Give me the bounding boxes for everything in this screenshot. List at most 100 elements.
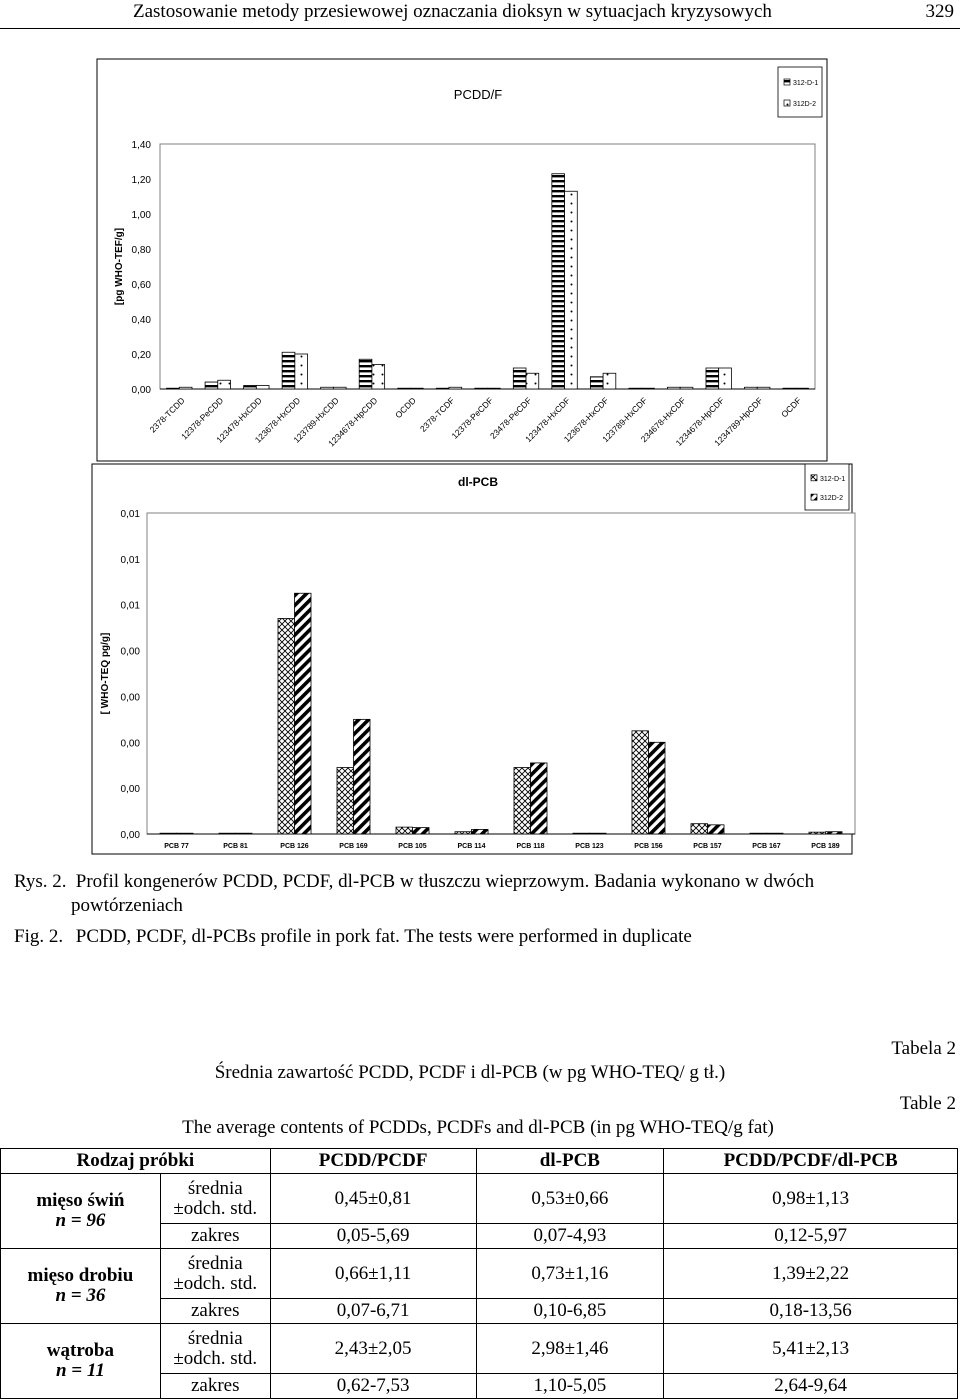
y-tick-label: 0,60	[132, 280, 152, 291]
table-cell: 2,98±1,46	[475, 1323, 665, 1374]
x-tick-label: PCB 126	[280, 843, 309, 850]
plot-area	[146, 512, 856, 835]
y-tick-label: 1,40	[132, 140, 152, 151]
bar	[679, 386, 694, 390]
bar	[204, 381, 219, 390]
bar	[782, 387, 797, 390]
bar	[218, 832, 236, 835]
bar	[395, 826, 413, 835]
bar	[371, 364, 386, 390]
bar	[551, 173, 565, 390]
table-cell: 0,98±1,13	[663, 1173, 958, 1224]
stat-label: średnia ±odch. std.	[159, 1173, 271, 1224]
y-tick-label: 0,80	[132, 245, 152, 256]
sample-type-name: mięso drobiu	[27, 1265, 134, 1286]
y-tick-label: 0,01	[121, 601, 141, 612]
bar	[766, 832, 784, 835]
stat-label: zakres	[159, 1298, 271, 1324]
table-cell: 0,62-7,53	[269, 1373, 477, 1399]
figure-caption-pl-cont: powtórzeniach	[71, 895, 183, 916]
bar	[255, 385, 270, 390]
col-header: Rodzaj próbki	[0, 1148, 271, 1174]
bar	[332, 386, 347, 390]
sample-size: n = 36	[55, 1285, 106, 1306]
y-tick-label: 0,01	[121, 509, 141, 520]
bar	[353, 718, 371, 835]
legend-swatch	[810, 474, 818, 482]
figure-label-pl: Rys. 2.	[14, 871, 67, 892]
plot-area	[159, 143, 816, 390]
bar	[667, 386, 681, 390]
table-cell: 0,07-6,71	[269, 1298, 477, 1324]
bar	[281, 351, 296, 390]
bar	[513, 767, 531, 835]
table-title-en: The average contents of PCDDs, PCDFs and…	[182, 1117, 774, 1138]
stat-label: średnia ±odch. std.	[159, 1248, 271, 1299]
bar	[217, 379, 231, 390]
sample-type-name: wątroba	[46, 1340, 115, 1361]
figure-label-en: Fig. 2.	[14, 926, 64, 947]
results-table: Rodzaj próbki PCDD/PCDF dl-PCB PCDD/PCDF…	[0, 1148, 958, 1399]
bar	[602, 372, 617, 390]
bar	[795, 387, 809, 390]
table-cell: 1,10-5,05	[475, 1373, 665, 1399]
header-rule	[0, 28, 960, 29]
bar	[235, 832, 253, 835]
x-tick-label: PCB 157	[693, 843, 722, 850]
legend-swatch	[810, 493, 818, 501]
bar	[530, 762, 548, 835]
table-cell: 0,10-6,85	[475, 1298, 665, 1324]
bar	[749, 832, 767, 835]
chart-title: PCDD/F	[454, 87, 502, 102]
y-tick-label: 0,40	[132, 315, 152, 326]
legend-box	[804, 463, 850, 511]
x-tick-label: PCB 81	[223, 843, 248, 850]
table-cell: 0,12-5,97	[663, 1223, 958, 1249]
bar	[474, 387, 488, 390]
page-number: 329	[925, 1, 955, 22]
y-tick-label: 0,00	[121, 830, 141, 841]
running-title: Zastosowanie metody przesiewowej oznacza…	[133, 1, 772, 22]
table-row: mięso świń n = 96 średnia ±odch. std. 0,4…	[0, 1173, 958, 1249]
legend-label: 312-D-1	[793, 80, 818, 87]
bar	[471, 829, 489, 835]
y-tick-label: 0,01	[121, 555, 141, 566]
bar	[159, 832, 177, 835]
x-tick-label: PCB 114	[457, 843, 485, 850]
bar	[435, 387, 450, 390]
table-cell: 0,45±0,81	[269, 1173, 477, 1224]
sample-type-cell: mięso świń n = 96	[0, 1173, 161, 1249]
table-cell: 2,43±2,05	[269, 1323, 477, 1374]
bar	[294, 353, 308, 390]
bar	[718, 367, 732, 390]
bar	[808, 831, 826, 835]
figure-text-en: PCDD, PCDF, dl-PCBs profile in pork fat.…	[75, 926, 692, 947]
col-header: dl-PCB	[475, 1148, 665, 1174]
stat-label-line1: średnia	[187, 1177, 243, 1199]
figure-caption-en: Fig. 2. PCDD, PCDF, dl-PCBs profile in p…	[14, 925, 692, 949]
bar	[564, 190, 578, 390]
x-tick-label: PCB 156	[634, 843, 663, 850]
legend-label: 312-D-1	[820, 476, 845, 483]
legend-swatch	[783, 78, 791, 86]
table-row: mięso drobiu n = 36 średnia ±odch. std. 0…	[0, 1248, 958, 1324]
bar	[690, 823, 708, 835]
table-row: wątroba n = 11 średnia ±odch. std. 2,43±2…	[0, 1323, 958, 1399]
bar	[825, 831, 843, 835]
legend-label: 312D-2	[820, 495, 843, 502]
x-tick-label: PCB 77	[164, 843, 189, 850]
table-cell: 0,66±1,11	[269, 1248, 477, 1299]
stat-label-line2: ±odch. std.	[173, 1347, 258, 1369]
running-header: Zastosowanie metody przesiewowej oznacza…	[0, 0, 960, 30]
y-tick-label: 1,00	[132, 210, 152, 221]
table-cell: 0,53±0,66	[475, 1173, 665, 1224]
bar	[744, 386, 758, 390]
legend-label: 312D-2	[793, 101, 816, 108]
bar	[707, 824, 725, 835]
col-header: PCDD/PCDF	[269, 1148, 477, 1174]
bar	[525, 372, 540, 390]
table-cell: 2,64-9,64	[663, 1373, 958, 1399]
bar	[628, 387, 643, 390]
table-cell: 0,07-4,93	[475, 1223, 665, 1249]
sample-type-cell: wątroba n = 11	[0, 1323, 161, 1399]
